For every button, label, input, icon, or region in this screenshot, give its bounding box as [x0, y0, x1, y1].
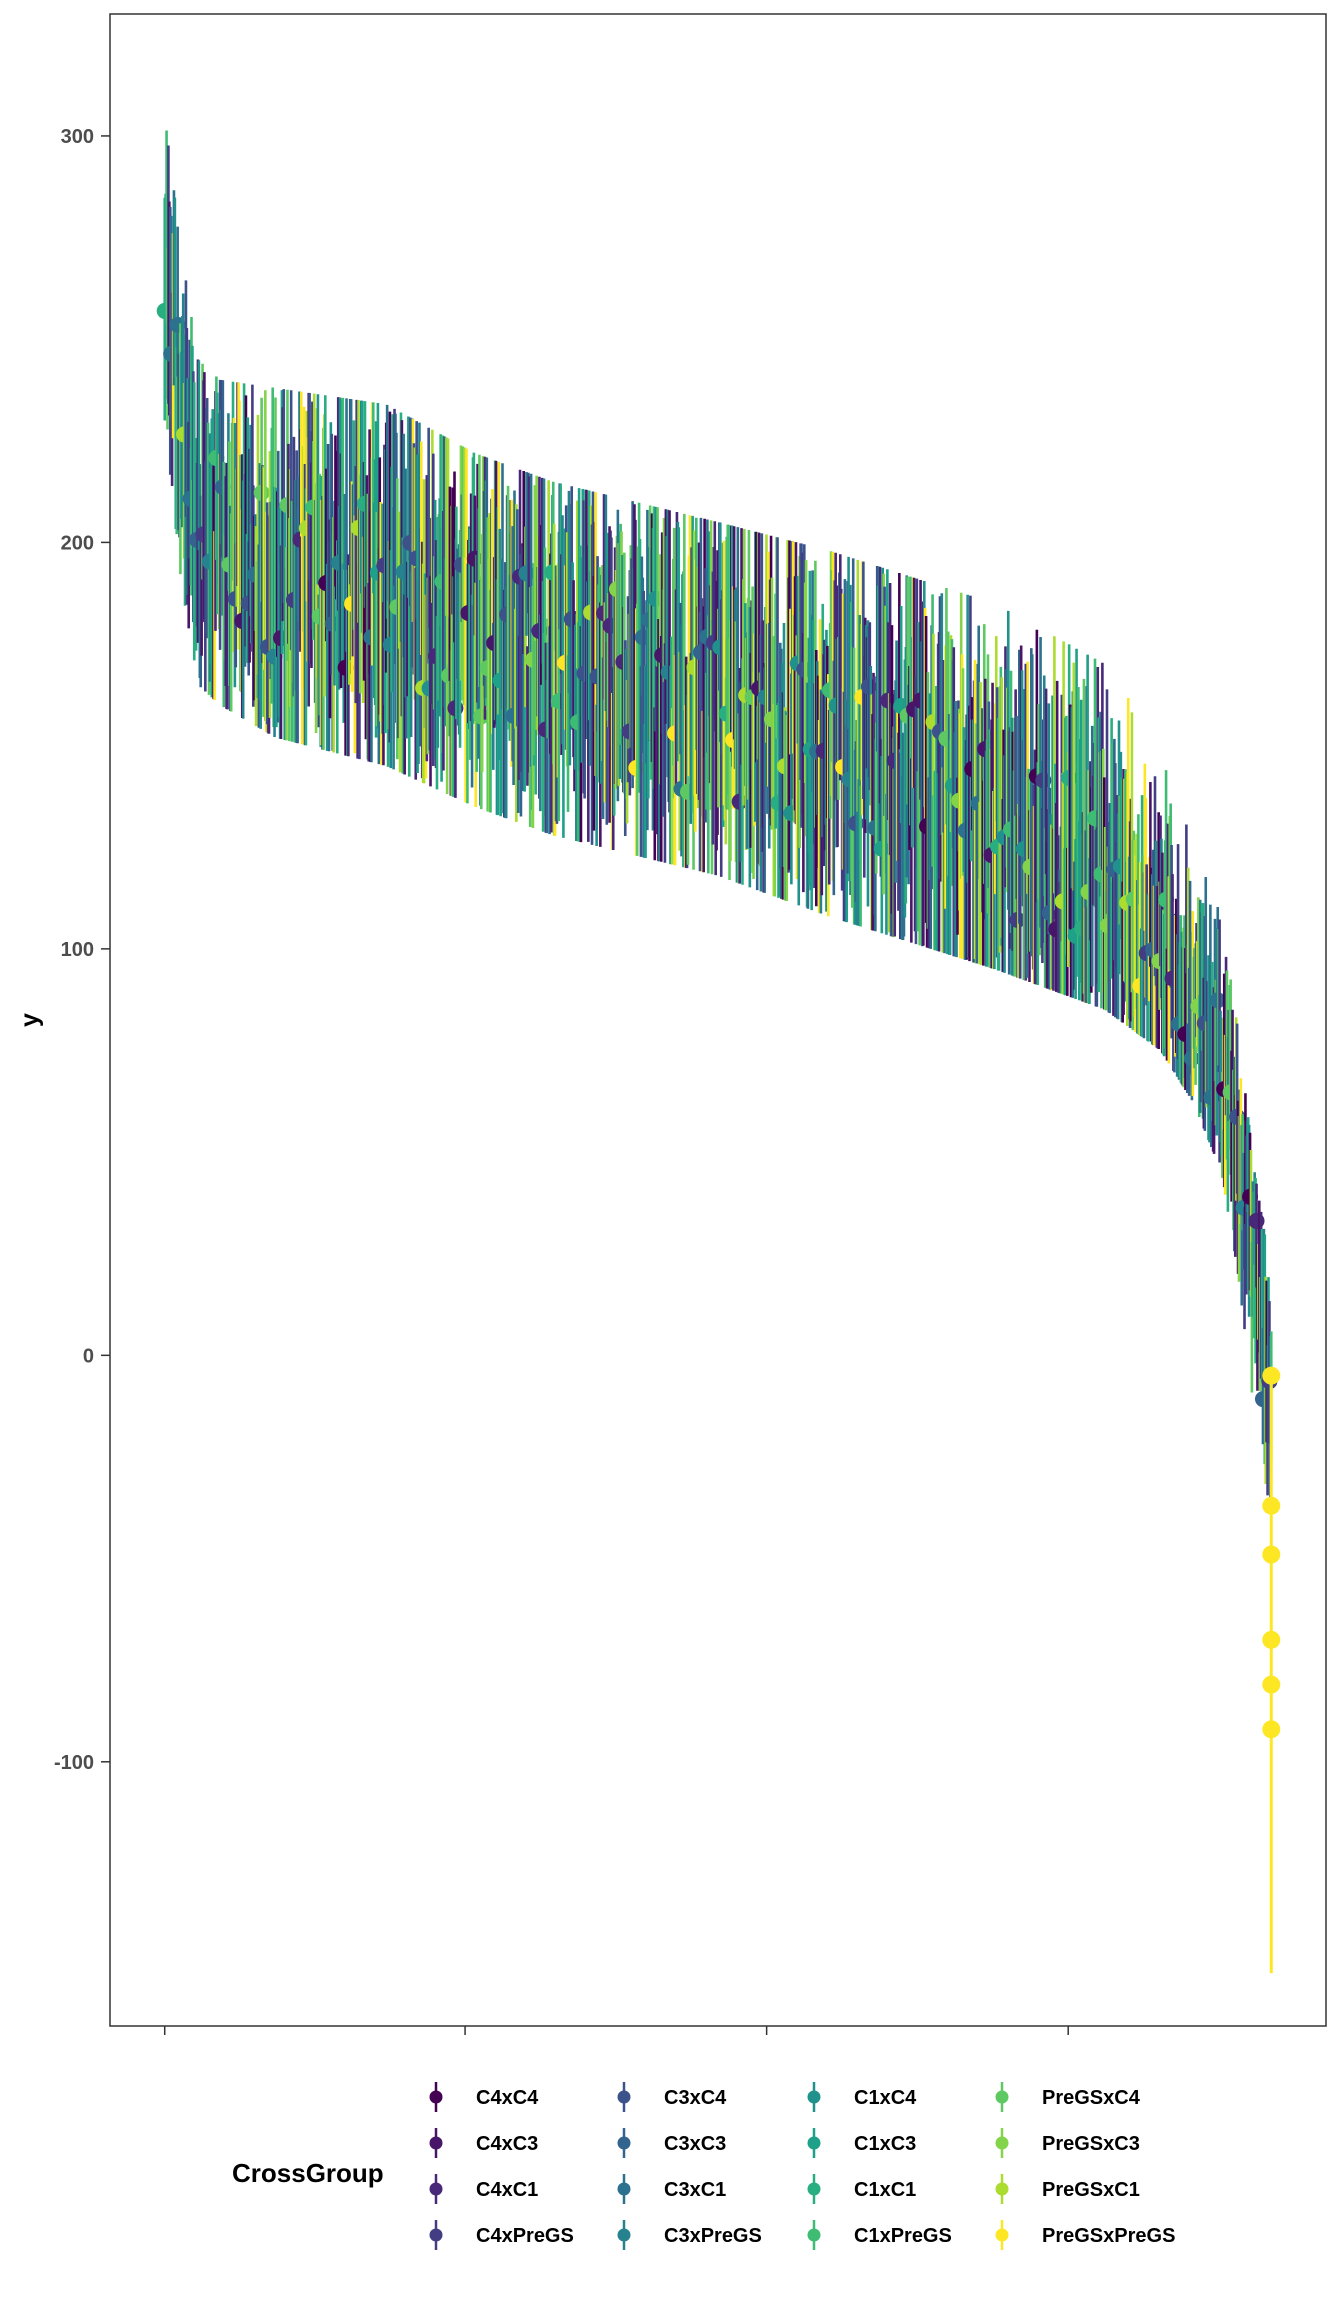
legend-key-point [807, 2136, 821, 2150]
legend-key-point [429, 2182, 443, 2196]
legend-key-point [995, 2182, 1009, 2196]
data-point [1262, 1630, 1281, 1649]
legend-key-point [617, 2090, 631, 2104]
legend-item: PreGSxC4 [995, 2082, 1141, 2112]
y-tick-label: -100 [54, 1752, 94, 1774]
legend-item: C4xC3 [429, 2128, 538, 2158]
legend-item: C4xPreGS [429, 2220, 574, 2250]
legend-label: C4xC4 [476, 2087, 539, 2109]
legend-key-point [807, 2228, 821, 2242]
legend-key-point [429, 2136, 443, 2150]
plot-area [109, 13, 1327, 2027]
legend-label: PreGSxC4 [1042, 2087, 1141, 2109]
legend-item: PreGSxC1 [995, 2174, 1140, 2204]
legend-label: C1xC1 [854, 2179, 916, 2201]
legend-item: PreGSxC3 [995, 2128, 1140, 2158]
legend-key-point [807, 2182, 821, 2196]
y-axis-title: y [16, 1013, 44, 1027]
legend-item: C1xC3 [807, 2128, 916, 2158]
legend-label: PreGSxC3 [1042, 2133, 1140, 2155]
legend-item: PreGSxPreGS [995, 2220, 1175, 2250]
y-tick-label: 100 [61, 939, 94, 961]
legend-label: PreGSxC1 [1042, 2179, 1140, 2201]
legend-label: C3xC3 [664, 2133, 726, 2155]
legend-key-point [617, 2136, 631, 2150]
legend-key-point [995, 2090, 1009, 2104]
legend-label: C3xPreGS [664, 2225, 762, 2247]
legend-item: C3xC1 [617, 2174, 726, 2204]
legend-label: PreGSxPreGS [1042, 2225, 1175, 2247]
y-tick-label: 300 [61, 126, 94, 148]
data-point [1262, 1675, 1281, 1694]
legend-label: C1xC3 [854, 2133, 916, 2155]
legend-title: CrossGroup [232, 2158, 384, 2188]
x-axis [163, 2026, 1069, 2035]
legend-item: C3xC4 [617, 2082, 727, 2112]
legend-label: C4xPreGS [476, 2225, 574, 2247]
legend-key-point [617, 2228, 631, 2242]
y-axis: -100 0 100 200 300 [54, 126, 110, 1774]
legend-item: C3xC3 [617, 2128, 726, 2158]
y-tick-label: 0 [83, 1345, 94, 1367]
legend-item: C1xC4 [807, 2082, 917, 2112]
data-point [1262, 1496, 1281, 1515]
legend-key-point [995, 2136, 1009, 2150]
legend-key-point [617, 2182, 631, 2196]
data-point [1262, 1720, 1281, 1739]
legend-label: C4xC1 [476, 2179, 538, 2201]
legend-item: C1xPreGS [807, 2220, 952, 2250]
legend-key-point [429, 2090, 443, 2104]
data-point [1262, 1366, 1281, 1385]
legend-key-point [429, 2228, 443, 2242]
y-tick-label: 200 [61, 532, 94, 554]
legend-label: C3xC4 [664, 2087, 727, 2109]
data-marks [156, 130, 1281, 1974]
data-point [1262, 1545, 1281, 1564]
legend-label: C1xPreGS [854, 2225, 952, 2247]
plot-border [109, 13, 1327, 2027]
legend-item: C3xPreGS [617, 2220, 762, 2250]
legend-item: C4xC1 [429, 2174, 538, 2204]
legend-item: C4xC4 [429, 2082, 539, 2112]
legend: CrossGroup C4xC4 C4xC3 C4xC1 C4xPreGS C3xC4 C… [232, 2082, 1175, 2250]
legend-item: C1xC1 [807, 2174, 916, 2204]
legend-key-point [807, 2090, 821, 2104]
legend-key-point [995, 2228, 1009, 2242]
legend-label: C1xC4 [854, 2087, 917, 2109]
legend-label: C4xC3 [476, 2133, 538, 2155]
legend-label: C3xC1 [664, 2179, 726, 2201]
